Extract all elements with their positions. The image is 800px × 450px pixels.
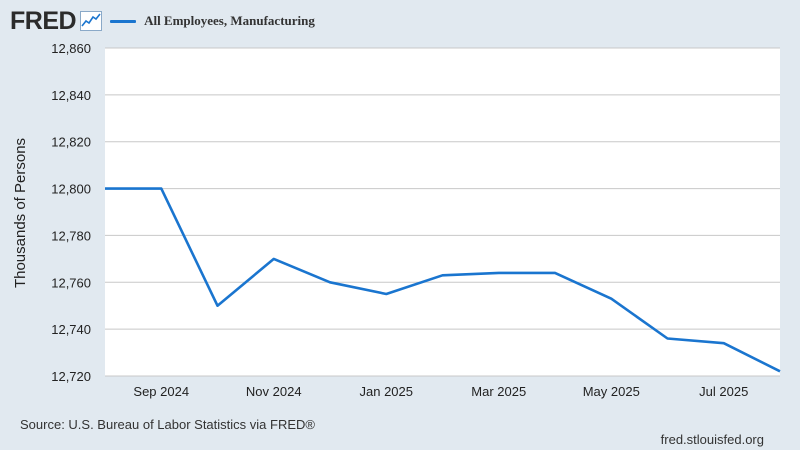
x-tick-label: Mar 2025 [471, 384, 526, 399]
data-point[interactable] [553, 270, 558, 275]
data-point[interactable] [665, 336, 670, 341]
legend-swatch [110, 19, 137, 23]
data-point[interactable] [103, 186, 108, 191]
data-point[interactable] [384, 292, 389, 297]
x-tick-label: May 2025 [583, 384, 640, 399]
data-point[interactable] [721, 341, 726, 346]
header: FRED All Employees, Manufacturing [10, 6, 315, 36]
plot-area [105, 48, 780, 376]
data-point[interactable] [328, 280, 333, 285]
data-point[interactable] [778, 369, 783, 374]
data-point[interactable] [440, 273, 445, 278]
legend-label[interactable]: All Employees, Manufacturing [144, 13, 315, 28]
data-point[interactable] [215, 303, 220, 308]
y-tick-labels: 12,720 12,740 12,760 12,780 12,800 12,820 12,8… [51, 41, 91, 384]
series-line[interactable] [105, 187, 781, 373]
grid-lines [105, 47, 780, 377]
fred-logo[interactable]: FRED [10, 6, 77, 35]
x-tick-label: Sep 2024 [133, 384, 189, 399]
y-tick-label: 12,780 [51, 228, 91, 243]
data-point[interactable] [496, 270, 501, 275]
y-tick-label: 12,740 [51, 322, 91, 337]
x-tick-label: Jul 2025 [699, 384, 748, 399]
data-point[interactable] [609, 296, 614, 301]
y-tick-label: 12,820 [51, 135, 91, 150]
y-tick-label: 12,800 [51, 182, 91, 197]
y-tick-label: 12,860 [51, 41, 91, 56]
source-text: Source: U.S. Bureau of Labor Statistics … [20, 417, 315, 432]
y-axis-title: Thousands of Persons [12, 137, 29, 289]
x-tick-label: Nov 2024 [246, 384, 302, 399]
line-chart-icon [80, 11, 103, 31]
data-point[interactable] [271, 256, 276, 261]
x-tick-labels: Sep 2024 Nov 2024 Jan 2025 Mar 2025 May 2025… [133, 384, 748, 399]
y-tick-label: 12,760 [51, 275, 91, 290]
data-point[interactable] [159, 186, 164, 191]
series-group [103, 186, 783, 374]
y-tick-label: 12,720 [51, 369, 91, 384]
x-tick-label: Jan 2025 [360, 384, 414, 399]
legend: All Employees, Manufacturing [110, 13, 315, 29]
site-url[interactable]: fred.stlouisfed.org [660, 432, 764, 447]
y-tick-label: 12,840 [51, 88, 91, 103]
